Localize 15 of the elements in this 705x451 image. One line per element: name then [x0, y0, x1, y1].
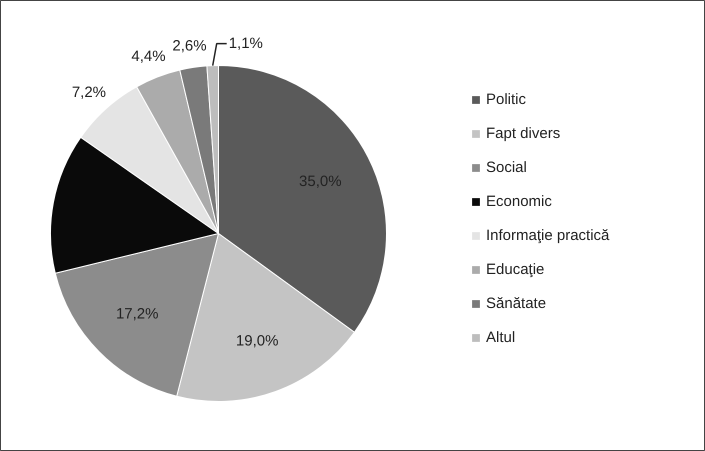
legend-label: Economic	[486, 193, 552, 210]
legend-label: Informaţie practică	[486, 227, 610, 244]
data-label: 7,2%	[72, 84, 106, 102]
data-label: 4,4%	[131, 48, 166, 66]
legend-label: Altul	[486, 329, 516, 346]
legend-label: Social	[486, 159, 527, 176]
data-label: 17,2%	[116, 305, 158, 322]
legend-label: Politic	[486, 91, 526, 108]
legend-label: Educaţie	[486, 261, 544, 278]
legend-label: Fapt divers	[486, 125, 560, 142]
data-label: 1,1%	[228, 35, 263, 52]
data-label: 35,0%	[299, 173, 342, 190]
data-label: 19,0%	[236, 332, 278, 350]
data-label: 2,6%	[172, 37, 207, 54]
legend-label: Sănătate	[486, 295, 546, 312]
